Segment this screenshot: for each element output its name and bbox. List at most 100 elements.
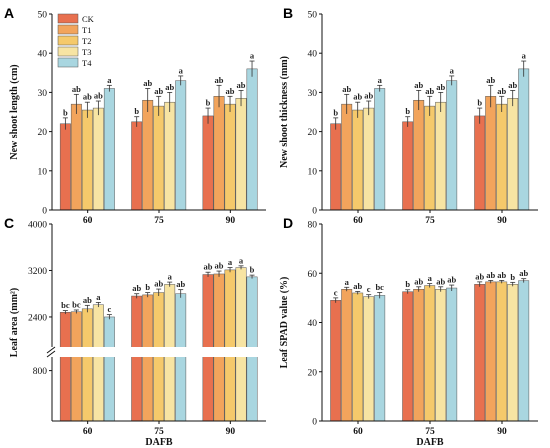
significance-letter: a [228, 257, 233, 267]
y-tick-label: 50 [308, 11, 318, 21]
significance-letter: b [145, 282, 150, 292]
x-tick-label: 75 [425, 427, 435, 437]
panel-letter: D [283, 215, 293, 231]
y-tick-label: 0 [42, 207, 47, 217]
bar-t1 [485, 281, 497, 422]
significance-letter: c [367, 284, 371, 294]
significance-letter: ab [226, 86, 235, 96]
significance-letter: ab [508, 80, 517, 90]
y-axis-title: Leaf area (mm²) [9, 288, 20, 357]
significance-letter: ab [237, 80, 246, 90]
significance-letter: a [428, 273, 433, 283]
axis-break-mark [46, 350, 56, 358]
significance-letter: ab [94, 91, 103, 101]
y-tick-label: 50 [38, 11, 48, 21]
significance-letter: a [96, 292, 101, 302]
x-axis-title: DAFB [145, 437, 173, 448]
legend-label: T3 [82, 47, 91, 57]
y-tick-label: 10 [38, 167, 48, 177]
axis-break-mark [46, 346, 56, 354]
bar-t1 [341, 103, 353, 211]
bar-ck [330, 300, 342, 422]
y-tick-label: 0 [312, 418, 317, 428]
y-tick-label: 40 [308, 319, 318, 329]
legend-swatch-t4 [57, 57, 79, 68]
significance-letter: c [107, 304, 111, 314]
bar-t1 [70, 103, 82, 211]
y-tick-label: 3200 [28, 267, 47, 277]
bar-t2 [424, 105, 436, 211]
bar-t4 [246, 68, 258, 211]
x-tick-label: 90 [226, 216, 236, 226]
bar-t2 [224, 269, 236, 422]
significance-letter: ab [154, 279, 163, 289]
bar-ck [474, 115, 486, 211]
significance-letter: a [168, 272, 173, 282]
significance-letter: ab [519, 268, 528, 278]
bar-t4 [103, 88, 115, 211]
significance-letter: ab [353, 92, 362, 102]
significance-letter: b [405, 106, 410, 116]
significance-letter: ab [176, 279, 185, 289]
bar-t4 [175, 293, 187, 422]
y-tick-label: 20 [38, 128, 48, 138]
significance-letter: ab [364, 91, 373, 101]
significance-letter: a [450, 65, 455, 75]
bar-t3 [507, 284, 519, 422]
bar-t3 [507, 98, 519, 211]
significance-letter: b [510, 272, 515, 282]
significance-letter: ab [165, 82, 174, 92]
significance-letter: a [239, 255, 244, 265]
bar-t1 [213, 96, 225, 211]
y-axis-title: New shoot length (cm) [9, 64, 20, 159]
y-tick-label: 40 [38, 50, 48, 60]
x-tick-label: 90 [497, 427, 507, 437]
x-tick-label: 75 [154, 216, 164, 226]
y-tick-label: 20 [308, 128, 318, 138]
bar-t4 [374, 88, 386, 211]
bar-t3 [435, 101, 447, 211]
significance-letter: ab [83, 295, 92, 305]
significance-letter: b [134, 106, 139, 116]
significance-letter: b [405, 279, 410, 289]
significance-letter: ab [83, 92, 92, 102]
significance-letter: ab [486, 270, 495, 280]
y-axis-title: Leaf SPAD value (%) [279, 277, 290, 369]
legend-swatch-t3 [57, 46, 79, 57]
significance-letter: bc [375, 282, 384, 292]
x-tick-label: 60 [83, 216, 93, 226]
bar-t3 [164, 101, 176, 211]
bar-t2 [496, 281, 508, 422]
significance-letter: b [250, 265, 255, 275]
significance-letter: ab [475, 271, 484, 281]
significance-letter: b [333, 107, 338, 117]
significance-letter: ab [353, 281, 362, 291]
significance-letter: b [477, 98, 482, 108]
y-tick-label: 800 [33, 367, 48, 377]
bar-t1 [341, 289, 353, 422]
x-tick-label: 90 [497, 216, 507, 226]
legend-swatch-t2 [57, 35, 79, 46]
bar-ck [202, 115, 214, 211]
significance-letter: b [63, 107, 68, 117]
legend-label: T2 [82, 36, 91, 46]
legend-label: T4 [82, 58, 92, 68]
significance-letter: ab [436, 276, 445, 286]
bar-ck [131, 295, 143, 422]
bar-t3 [92, 304, 104, 422]
bar-t3 [363, 296, 375, 422]
bar-t2 [352, 292, 364, 422]
y-tick-label: 10 [308, 167, 318, 177]
significance-letter: ab [342, 84, 351, 94]
significance-letter: ab [215, 75, 224, 85]
panel-letter: B [283, 5, 293, 21]
x-tick-label: 60 [353, 427, 363, 437]
bar-t4 [446, 80, 458, 211]
significance-letter: a [179, 65, 184, 75]
y-tick-label: 0 [312, 207, 317, 217]
significance-letter: ab [497, 86, 506, 96]
bar-ck [59, 312, 71, 422]
significance-letter: bc [72, 299, 81, 309]
bar-t4 [518, 280, 530, 422]
